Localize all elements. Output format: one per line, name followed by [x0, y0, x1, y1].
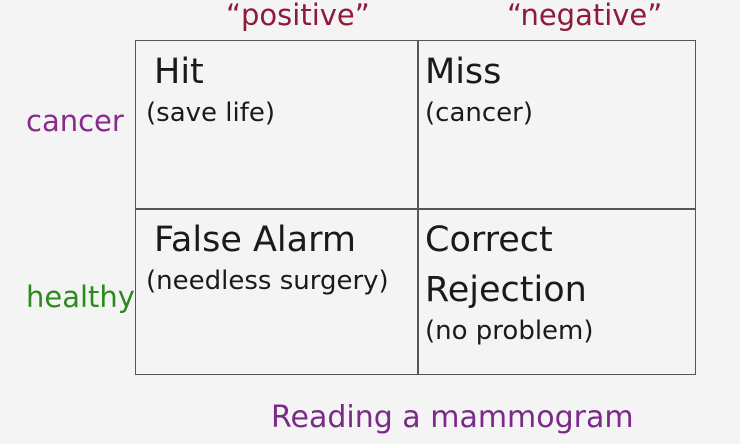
cell-hit-subtitle: (save life)	[146, 98, 276, 128]
cell-correct-rejection: Correct Rejection (no problem)	[425, 215, 594, 347]
cell-false-alarm-subtitle: (needless surgery)	[146, 266, 389, 296]
cell-hit-title: Hit	[154, 52, 204, 92]
cell-correct-rejection-title-line1: Correct	[425, 220, 553, 260]
outcome-matrix: Hit (save life) Miss (cancer) False Alar…	[135, 40, 696, 375]
cell-miss: Miss (cancer)	[425, 47, 533, 129]
vertical-divider	[417, 41, 419, 374]
cell-miss-subtitle: (cancer)	[425, 98, 533, 128]
diagram-caption: Reading a mammogram	[271, 400, 634, 435]
cell-miss-title: Miss	[425, 52, 502, 92]
cell-correct-rejection-subtitle: (no problem)	[425, 316, 594, 346]
cell-false-alarm: False Alarm (needless surgery)	[146, 215, 389, 297]
horizontal-divider	[136, 208, 695, 210]
row-header-cancer: cancer	[26, 104, 124, 138]
column-header-positive: “positive”	[226, 0, 370, 32]
cell-correct-rejection-title-line2: Rejection	[425, 270, 587, 310]
cell-false-alarm-title: False Alarm	[154, 220, 356, 260]
row-header-healthy: healthy	[26, 280, 135, 314]
cell-hit: Hit (save life)	[146, 47, 275, 129]
column-header-negative: “negative”	[507, 0, 663, 32]
